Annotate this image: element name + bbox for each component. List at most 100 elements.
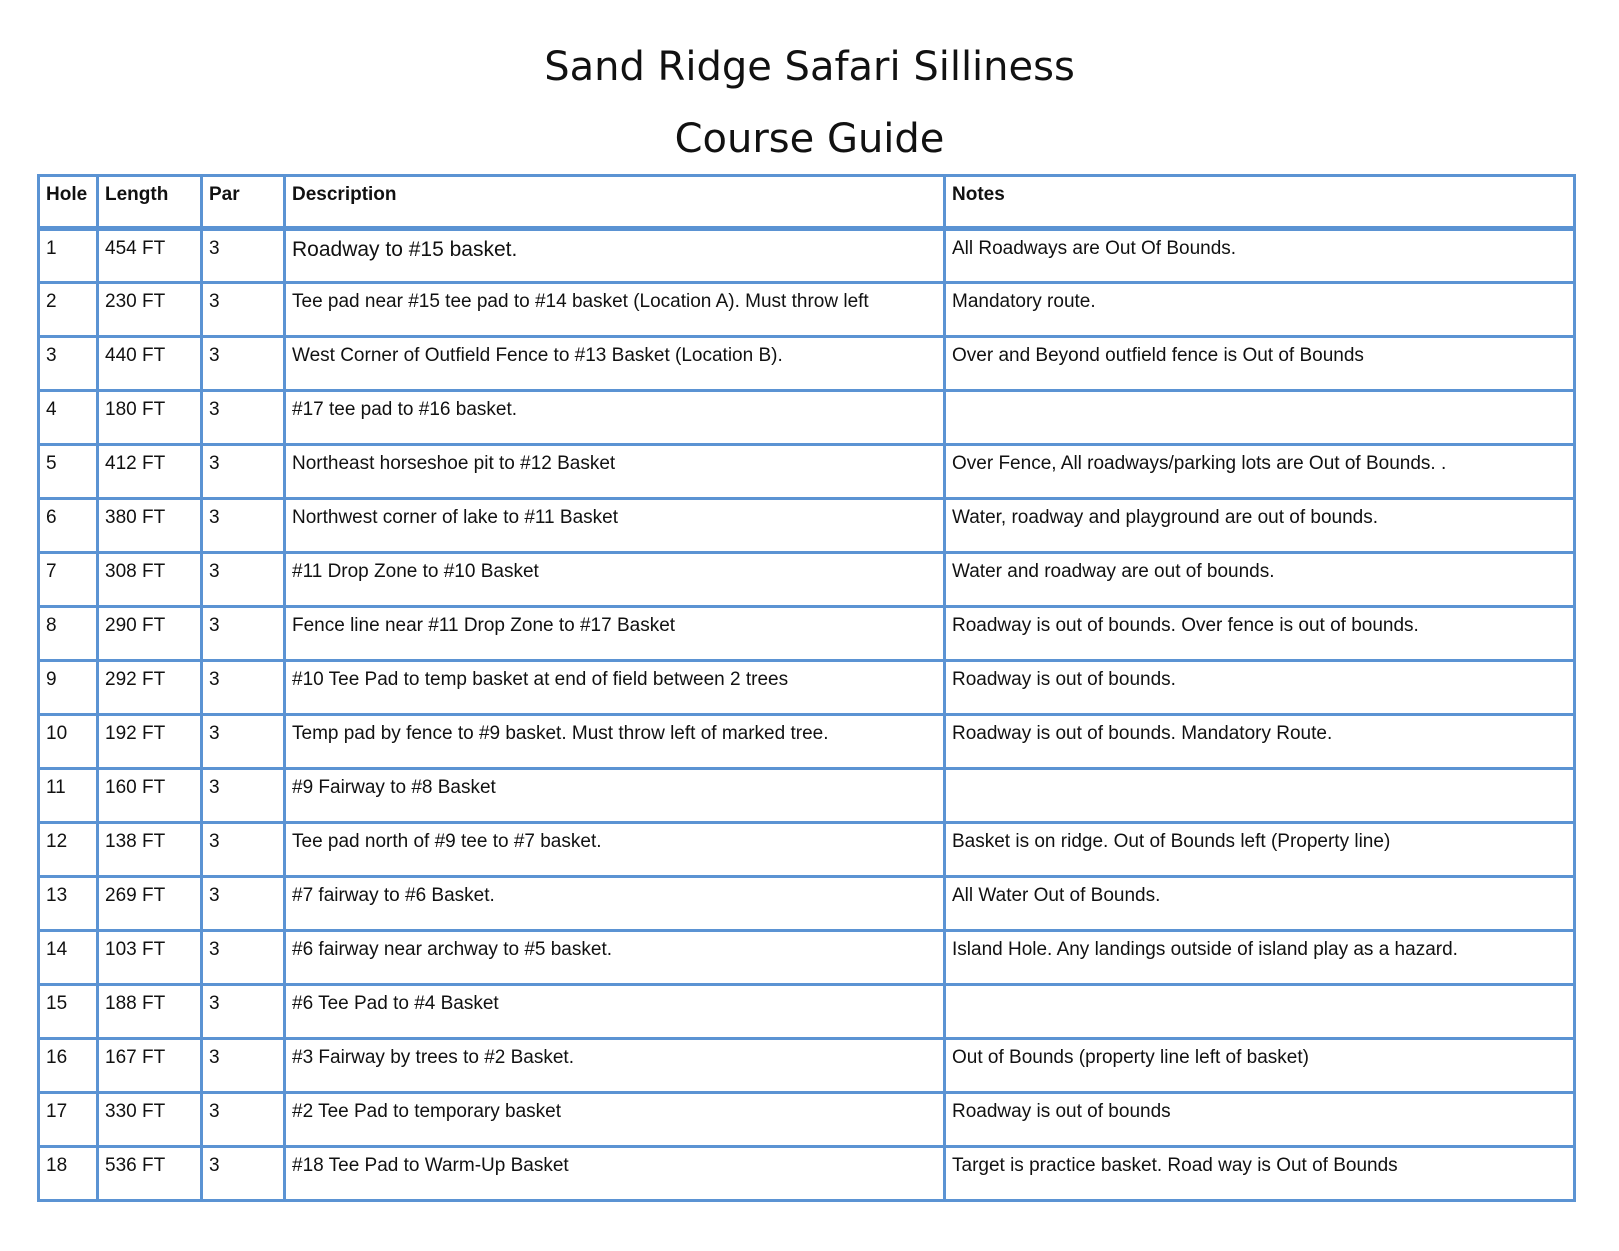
cell-description: Northwest corner of lake to #11 Basket: [283, 497, 946, 554]
cell-description: #7 fairway to #6 Basket.: [283, 875, 946, 932]
cell-description: West Corner of Outfield Fence to #13 Bas…: [283, 335, 946, 392]
cell-par: 3: [200, 281, 286, 338]
table-row: 14 103 FT 3 #6 fairway near archway to #5 b…: [37, 929, 1576, 986]
cell-description: #9 Fairway to #8 Basket: [283, 767, 946, 824]
cell-notes: Target is practice basket. Road way is O…: [943, 1145, 1576, 1202]
cell-notes: Roadway is out of bounds. Mandatory Rout…: [943, 713, 1576, 770]
cell-length: 167 FT: [96, 1037, 203, 1094]
cell-notes: Basket is on ridge. Out of Bounds left (…: [943, 821, 1576, 878]
cell-length: 192 FT: [96, 713, 203, 770]
cell-par: 3: [200, 929, 286, 986]
table-row: 16 167 FT 3 #3 Fairway by trees to #2 Baske…: [37, 1037, 1576, 1094]
cell-par: 3: [200, 605, 286, 662]
cell-par: 3: [200, 1037, 286, 1094]
table-row: 10 192 FT 3 Temp pad by fence to #9 basket.…: [37, 713, 1576, 770]
cell-notes: [943, 389, 1576, 446]
table-header-row: Hole Length Par Description Notes: [37, 174, 1576, 231]
table-row: 3 440 FT 3 West Corner of Outfield Fence to…: [37, 335, 1576, 392]
cell-notes: Roadway is out of bounds.: [943, 659, 1576, 716]
cell-hole: 12: [37, 821, 99, 878]
cell-par: 3: [200, 767, 286, 824]
cell-length: 412 FT: [96, 443, 203, 500]
cell-length: 454 FT: [96, 227, 203, 284]
course-guide-table: Hole Length Par Description Notes 1 454 FT 3 Ro…: [37, 174, 1576, 1202]
cell-length: 292 FT: [96, 659, 203, 716]
cell-hole: 7: [37, 551, 99, 608]
table-row: 4 180 FT 3 #17 tee pad to #16 basket.: [37, 389, 1576, 446]
cell-length: 290 FT: [96, 605, 203, 662]
cell-hole: 16: [37, 1037, 99, 1094]
table-row: 17 330 FT 3 #2 Tee Pad to temporary basket R…: [37, 1091, 1576, 1148]
cell-length: 180 FT: [96, 389, 203, 446]
cell-par: 3: [200, 389, 286, 446]
document-title: Sand Ridge Safari Silliness: [544, 44, 1075, 90]
cell-hole: 14: [37, 929, 99, 986]
cell-description: #10 Tee Pad to temp basket at end of fie…: [283, 659, 946, 716]
cell-length: 103 FT: [96, 929, 203, 986]
cell-length: 330 FT: [96, 1091, 203, 1148]
cell-par: 3: [200, 659, 286, 716]
cell-hole: 1: [37, 227, 99, 284]
cell-notes: [943, 767, 1576, 824]
cell-length: 440 FT: [96, 335, 203, 392]
cell-description: #2 Tee Pad to temporary basket: [283, 1091, 946, 1148]
table-row: 6 380 FT 3 Northwest corner of lake to #11 …: [37, 497, 1576, 554]
cell-notes: Water, roadway and playground are out of…: [943, 497, 1576, 554]
column-header-par: Par: [200, 174, 286, 231]
cell-par: 3: [200, 875, 286, 932]
cell-description: Fence line near #11 Drop Zone to #17 Bas…: [283, 605, 946, 662]
cell-description: #3 Fairway by trees to #2 Basket.: [283, 1037, 946, 1094]
cell-length: 160 FT: [96, 767, 203, 824]
cell-length: 536 FT: [96, 1145, 203, 1202]
column-header-description: Description: [283, 174, 946, 231]
column-header-notes: Notes: [943, 174, 1576, 231]
table-row: 7 308 FT 3 #11 Drop Zone to #10 Basket Water…: [37, 551, 1576, 608]
cell-notes: Over and Beyond outfield fence is Out of…: [943, 335, 1576, 392]
table-row: 5 412 FT 3 Northeast horseshoe pit to #12 B…: [37, 443, 1576, 500]
cell-par: 3: [200, 1091, 286, 1148]
cell-notes: Roadway is out of bounds: [943, 1091, 1576, 1148]
table-row: 13 269 FT 3 #7 fairway to #6 Basket. All Wat…: [37, 875, 1576, 932]
cell-hole: 6: [37, 497, 99, 554]
cell-notes: Out of Bounds (property line left of bas…: [943, 1037, 1576, 1094]
table-row: 2 230 FT 3 Tee pad near #15 tee pad to #14 …: [37, 281, 1576, 338]
cell-notes: Mandatory route.: [943, 281, 1576, 338]
cell-hole: 11: [37, 767, 99, 824]
cell-hole: 17: [37, 1091, 99, 1148]
table-row: 1 454 FT 3 Roadway to #15 basket. All Roadwa…: [37, 227, 1576, 284]
table-row: 11 160 FT 3 #9 Fairway to #8 Basket: [37, 767, 1576, 824]
cell-length: 269 FT: [96, 875, 203, 932]
cell-description: Tee pad north of #9 tee to #7 basket.: [283, 821, 946, 878]
cell-description: #18 Tee Pad to Warm-Up Basket: [283, 1145, 946, 1202]
cell-length: 138 FT: [96, 821, 203, 878]
cell-description: #11 Drop Zone to #10 Basket: [283, 551, 946, 608]
cell-par: 3: [200, 335, 286, 392]
cell-notes: All Water Out of Bounds.: [943, 875, 1576, 932]
cell-description: #17 tee pad to #16 basket.: [283, 389, 946, 446]
cell-description: Tee pad near #15 tee pad to #14 basket (…: [283, 281, 946, 338]
cell-par: 3: [200, 443, 286, 500]
cell-notes: Roadway is out of bounds. Over fence is …: [943, 605, 1576, 662]
cell-description: Temp pad by fence to #9 basket. Must thr…: [283, 713, 946, 770]
cell-hole: 4: [37, 389, 99, 446]
cell-notes: All Roadways are Out Of Bounds.: [943, 227, 1576, 284]
cell-notes: [943, 983, 1576, 1040]
cell-par: 3: [200, 821, 286, 878]
cell-par: 3: [200, 713, 286, 770]
cell-length: 380 FT: [96, 497, 203, 554]
table-row: 9 292 FT 3 #10 Tee Pad to temp basket at en…: [37, 659, 1576, 716]
cell-par: 3: [200, 983, 286, 1040]
cell-description: #6 fairway near archway to #5 basket.: [283, 929, 946, 986]
column-header-length: Length: [96, 174, 203, 231]
cell-notes: Island Hole. Any landings outside of isl…: [943, 929, 1576, 986]
cell-description: #6 Tee Pad to #4 Basket: [283, 983, 946, 1040]
table-row: 12 138 FT 3 Tee pad north of #9 tee to #7 b…: [37, 821, 1576, 878]
cell-length: 188 FT: [96, 983, 203, 1040]
table-row: 15 188 FT 3 #6 Tee Pad to #4 Basket: [37, 983, 1576, 1040]
cell-length: 308 FT: [96, 551, 203, 608]
cell-hole: 8: [37, 605, 99, 662]
cell-hole: 10: [37, 713, 99, 770]
cell-hole: 3: [37, 335, 99, 392]
cell-hole: 15: [37, 983, 99, 1040]
cell-hole: 5: [37, 443, 99, 500]
